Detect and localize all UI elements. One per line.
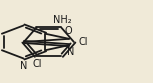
- Text: NH₂: NH₂: [53, 15, 71, 25]
- Text: Cl: Cl: [78, 37, 88, 47]
- Text: O: O: [65, 26, 72, 36]
- Text: N: N: [67, 47, 74, 58]
- Text: Cl: Cl: [32, 59, 42, 69]
- Text: N: N: [20, 61, 27, 71]
